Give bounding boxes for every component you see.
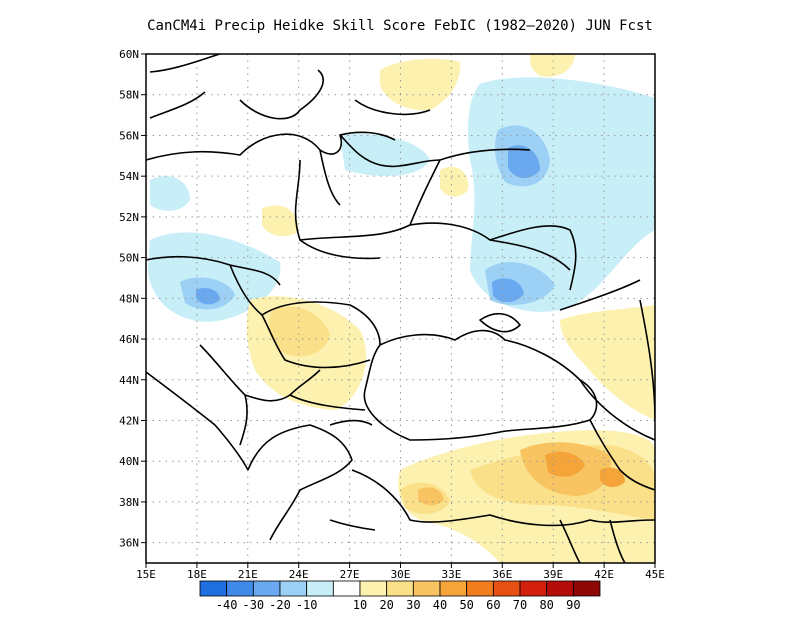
lon-tick-label: 33E (441, 568, 461, 581)
border-russia-kazakh (559, 279, 641, 311)
lon-tick-label: 42E (594, 568, 614, 581)
colorbar-swatch (386, 580, 414, 597)
pos-mid-balkans (269, 306, 330, 357)
border-bulgaria-turkey (289, 394, 373, 426)
coastline-scandinavia (149, 54, 431, 120)
colorbar-swatch (199, 580, 228, 597)
lat-tick-label: 60N (119, 48, 139, 61)
lon-tick-label: 18E (187, 568, 207, 581)
colorbar-label: 90 (566, 598, 580, 612)
grid-lines (146, 54, 655, 563)
colorbar-label: 50 (459, 598, 473, 612)
border-caucasus (579, 379, 655, 491)
lon-tick-label: 30E (391, 568, 411, 581)
lat-tick-label: 58N (119, 89, 139, 102)
coastline-adriatic (146, 371, 249, 471)
colorbar-swatch (439, 580, 468, 597)
lon-tick-label: 21E (238, 568, 258, 581)
pos-darker-east (600, 467, 625, 488)
axis-ticks: 15E 18E 21E 24E 27E 30E 33E 36E 39E 42E 45E 36N 38N 4… (119, 48, 665, 581)
colorbar-swatch (306, 580, 334, 597)
lat-tick-label: 48N (119, 292, 139, 305)
lat-tick-label: 40N (119, 455, 139, 468)
colorbar-label: 30 (406, 598, 420, 612)
colorbar-swatch (546, 580, 574, 597)
colorbar-swatch (492, 580, 521, 597)
lon-tick-label: 45E (645, 568, 665, 581)
colorbar-label: 60 (486, 598, 500, 612)
colorbar-swatch (412, 580, 441, 597)
pos-dark-west-anatolia (418, 487, 444, 506)
lat-tick-label: 36N (119, 537, 139, 550)
pos-area-belarus (440, 166, 469, 197)
border-belarus-ukraine (299, 222, 571, 271)
colorbar-swatch (332, 580, 361, 597)
colorbar-label: -40 (216, 598, 238, 612)
lat-tick-label: 56N (119, 129, 139, 142)
coastline-azov (479, 312, 521, 333)
lat-tick-label: 38N (119, 496, 139, 509)
colorbar-label: -20 (269, 598, 291, 612)
lon-tick-label: 39E (543, 568, 563, 581)
pos-area-north-baltic (380, 58, 461, 111)
lat-tick-label: 42N (119, 414, 139, 427)
colorbar-swatch (226, 580, 254, 597)
neg-dark-hungary (196, 288, 220, 305)
colorbar: -40 -30 -20 -10 10 20 30 40 50 60 70 80 90 (199, 580, 601, 612)
country-borders (146, 54, 655, 563)
coastline-black-sea (363, 329, 598, 441)
lon-tick-label: 27E (340, 568, 360, 581)
lat-tick-label: 52N (119, 211, 139, 224)
lat-tick-label: 46N (119, 333, 139, 346)
neg-dark-russia (508, 145, 540, 179)
border-czech-slovakia (146, 255, 281, 286)
colorbar-swatch (466, 580, 494, 597)
skill-score-shading (148, 54, 655, 563)
border-iraq-syria (559, 519, 626, 563)
border-russia-ukraine (409, 148, 577, 291)
colorbar-label: -10 (296, 598, 318, 612)
colorbar-label: -30 (242, 598, 264, 612)
colorbar-label: 70 (513, 598, 527, 612)
pos-area-corner (530, 54, 575, 77)
lat-tick-label: 50N (119, 252, 139, 265)
colorbar-swatch (519, 580, 548, 597)
neg-dark-ukraine (492, 278, 524, 303)
border-baltics (319, 134, 441, 206)
colorbar-swatch (572, 580, 601, 597)
colorbar-label: 80 (539, 598, 553, 612)
pos-darker-anatolia (545, 451, 585, 477)
colorbar-swatch (359, 580, 388, 597)
border-romania-south (261, 314, 371, 369)
coastline-baltic (146, 131, 396, 161)
chart-title: CanCM4i Precip Heidke Skill Score FebIC … (147, 18, 653, 34)
coastline-aegean (247, 424, 376, 541)
colorbar-swatch (279, 580, 308, 597)
pos-area-caucasus (560, 305, 655, 420)
lon-tick-label: 24E (289, 568, 309, 581)
lat-tick-label: 44N (119, 374, 139, 387)
colorbar-label: 10 (353, 598, 367, 612)
colorbar-label: 40 (433, 598, 447, 612)
colorbar-label: 20 (379, 598, 393, 612)
lon-tick-label: 36E (492, 568, 512, 581)
coastline-turkey-south (351, 469, 655, 527)
colorbar-swatch (252, 580, 281, 597)
lat-tick-label: 54N (119, 170, 139, 183)
border-hungary-romania (229, 264, 381, 346)
neg-area-baltic (150, 176, 190, 211)
lon-tick-label: 15E (136, 568, 156, 581)
border-balkans (199, 344, 321, 446)
pos-area-poland (262, 205, 299, 237)
